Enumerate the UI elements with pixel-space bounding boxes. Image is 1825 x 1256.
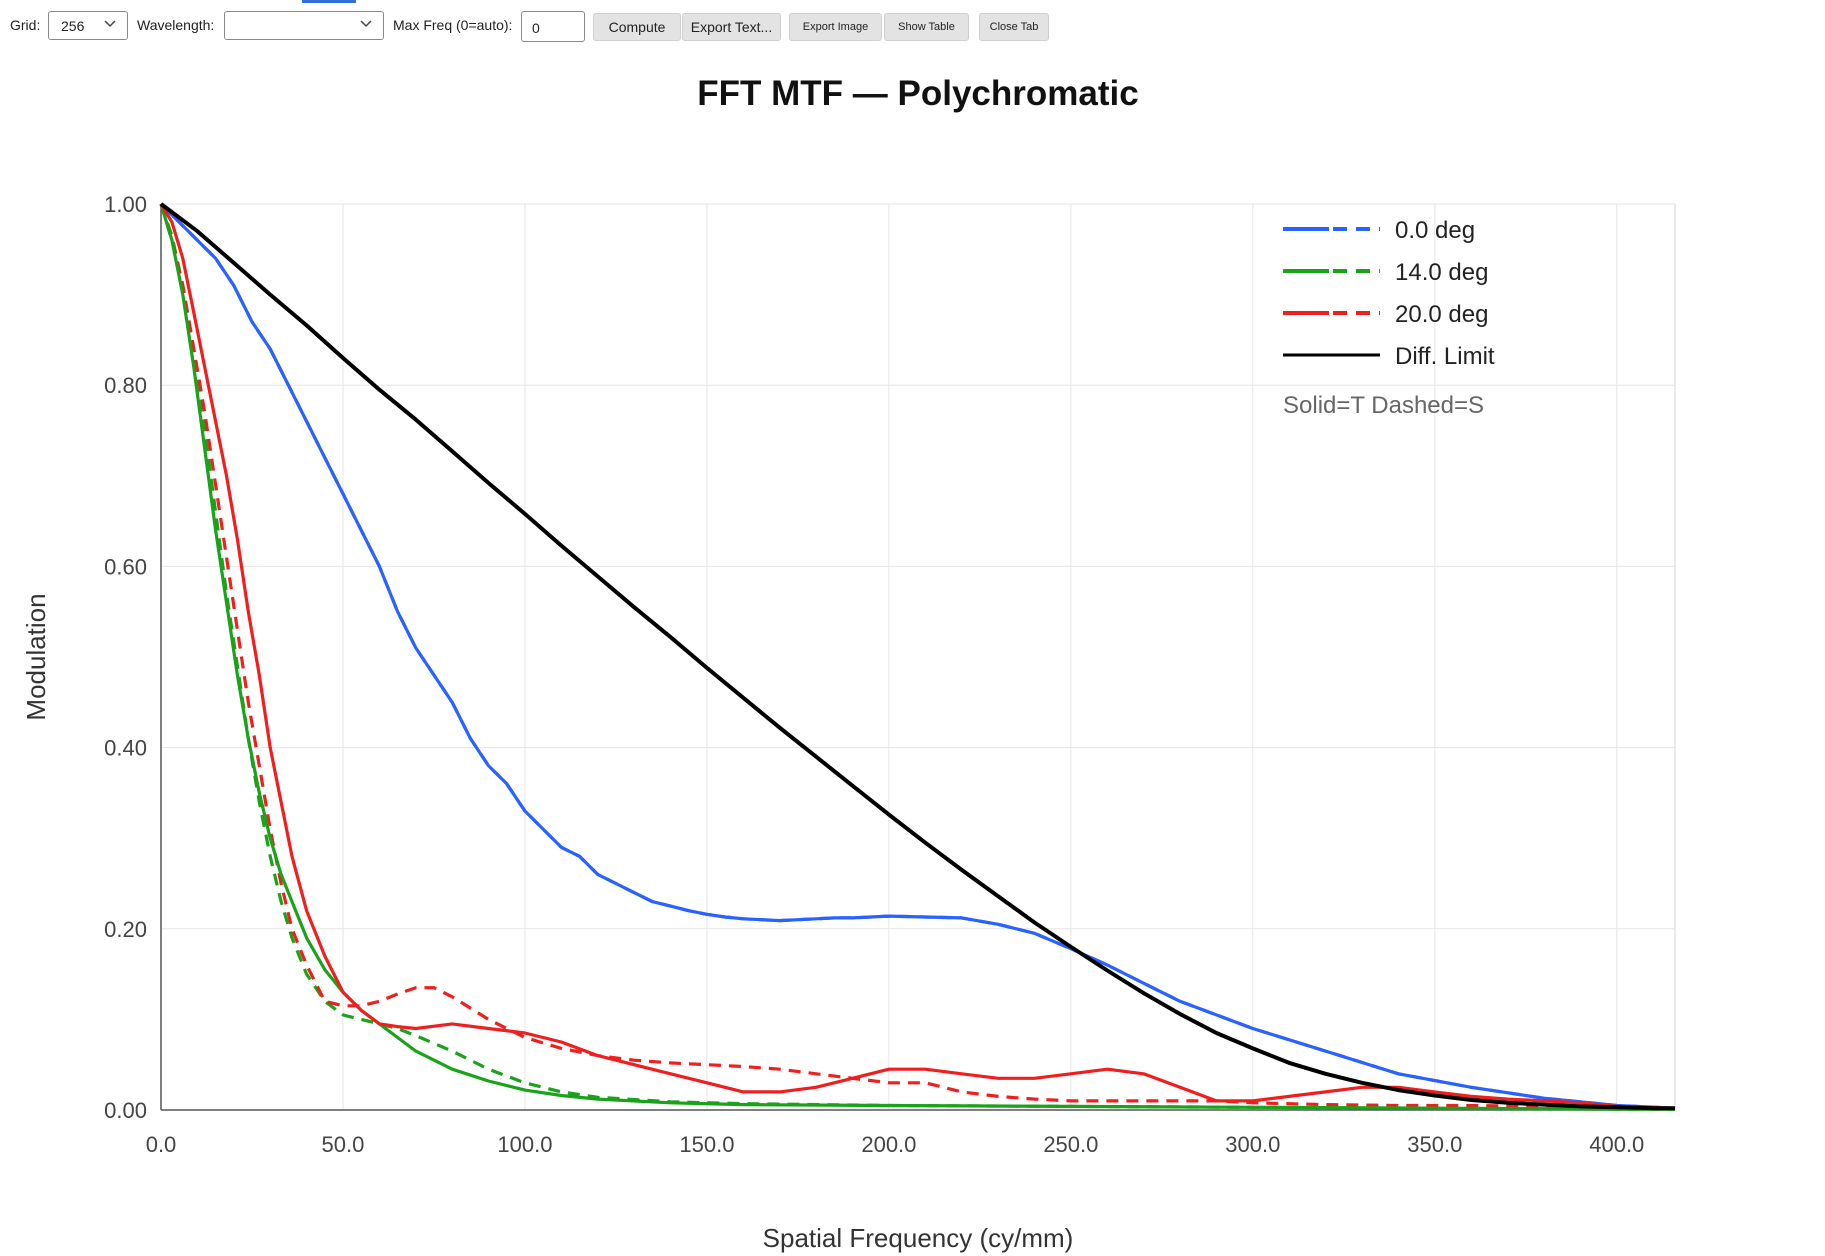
grid-label: Grid:: [10, 17, 41, 33]
export-image-button[interactable]: Export Image: [789, 13, 882, 41]
max-freq-label: Max Freq (0=auto):: [393, 17, 513, 33]
y-tick-label: 1.00: [104, 192, 147, 217]
x-tick-label: 150.0: [679, 1132, 734, 1157]
plot-area: [160, 203, 1676, 1111]
legend-label: Diff. Limit: [1395, 343, 1495, 370]
legend-note: Solid=T Dashed=S: [1283, 392, 1484, 419]
wavelength-select[interactable]: [224, 11, 384, 40]
series-diff-limit-solid: [159, 202, 1675, 1111]
max-freq-value: 0: [532, 20, 540, 36]
x-tick-label: 0.0: [146, 1132, 177, 1157]
x-tick-label: 350.0: [1407, 1132, 1462, 1157]
y-tick-label: 0.40: [104, 736, 147, 761]
grid-select[interactable]: 256: [48, 11, 128, 40]
chevron-down-icon: [360, 20, 372, 28]
x-tick-label: 100.0: [497, 1132, 552, 1157]
x-tick-label: 50.0: [322, 1132, 365, 1157]
legend-label: 14.0 deg: [1395, 259, 1488, 286]
y-tick-label: 0.80: [104, 373, 147, 398]
x-tick-label: 200.0: [861, 1132, 916, 1157]
legend-label: 0.0 deg: [1395, 217, 1475, 244]
y-tick-label: 0.20: [104, 917, 147, 942]
x-tick-label: 250.0: [1043, 1132, 1098, 1157]
series-14-0-deg-dashed: [159, 203, 1675, 1111]
chart-title: FFT MTF — Polychromatic: [697, 74, 1138, 113]
x-tick-label: 400.0: [1589, 1132, 1644, 1157]
show-table-button[interactable]: Show Table: [884, 13, 969, 41]
toolbar: Grid: 256 Wavelength: Max Freq (0=auto):…: [0, 0, 1825, 58]
wavelength-label: Wavelength:: [137, 17, 215, 33]
x-axis-label: Spatial Frequency (cy/mm): [763, 1223, 1074, 1253]
y-tick-label: 0.60: [104, 554, 147, 579]
close-tab-button[interactable]: Close Tab: [979, 13, 1049, 41]
series-20-0-deg-dashed: [159, 203, 1676, 1110]
series-20-0-deg-solid: [159, 203, 1676, 1110]
chevron-down-icon: [104, 20, 116, 28]
legend-label: 20.0 deg: [1395, 301, 1488, 328]
series-0-0-deg-solid: [159, 202, 1676, 1110]
max-freq-input[interactable]: 0: [521, 11, 585, 42]
y-tick-label: 0.00: [104, 1098, 147, 1123]
series-lines: [159, 202, 1676, 1111]
grid-select-value: 256: [61, 18, 85, 34]
active-tab-indicator: [302, 0, 356, 3]
legend: 0.0 deg 14.0 deg 20.0 deg Diff. Limit Solid=…: [1283, 217, 1495, 419]
grid-lines: [161, 203, 1675, 1110]
compute-button[interactable]: Compute: [593, 13, 681, 41]
export-text-button[interactable]: Export Text...: [682, 13, 781, 41]
mtf-chart: FFT MTF — Polychromatic 0.0 50.0 100.0 150.…: [21, 74, 1676, 1253]
x-tick-label: 300.0: [1225, 1132, 1280, 1157]
tick-labels: 0.0 50.0 100.0 150.0 200.0 250.0 300.0 350.0 400…: [104, 192, 1644, 1157]
y-axis-label: Modulation: [21, 593, 51, 720]
